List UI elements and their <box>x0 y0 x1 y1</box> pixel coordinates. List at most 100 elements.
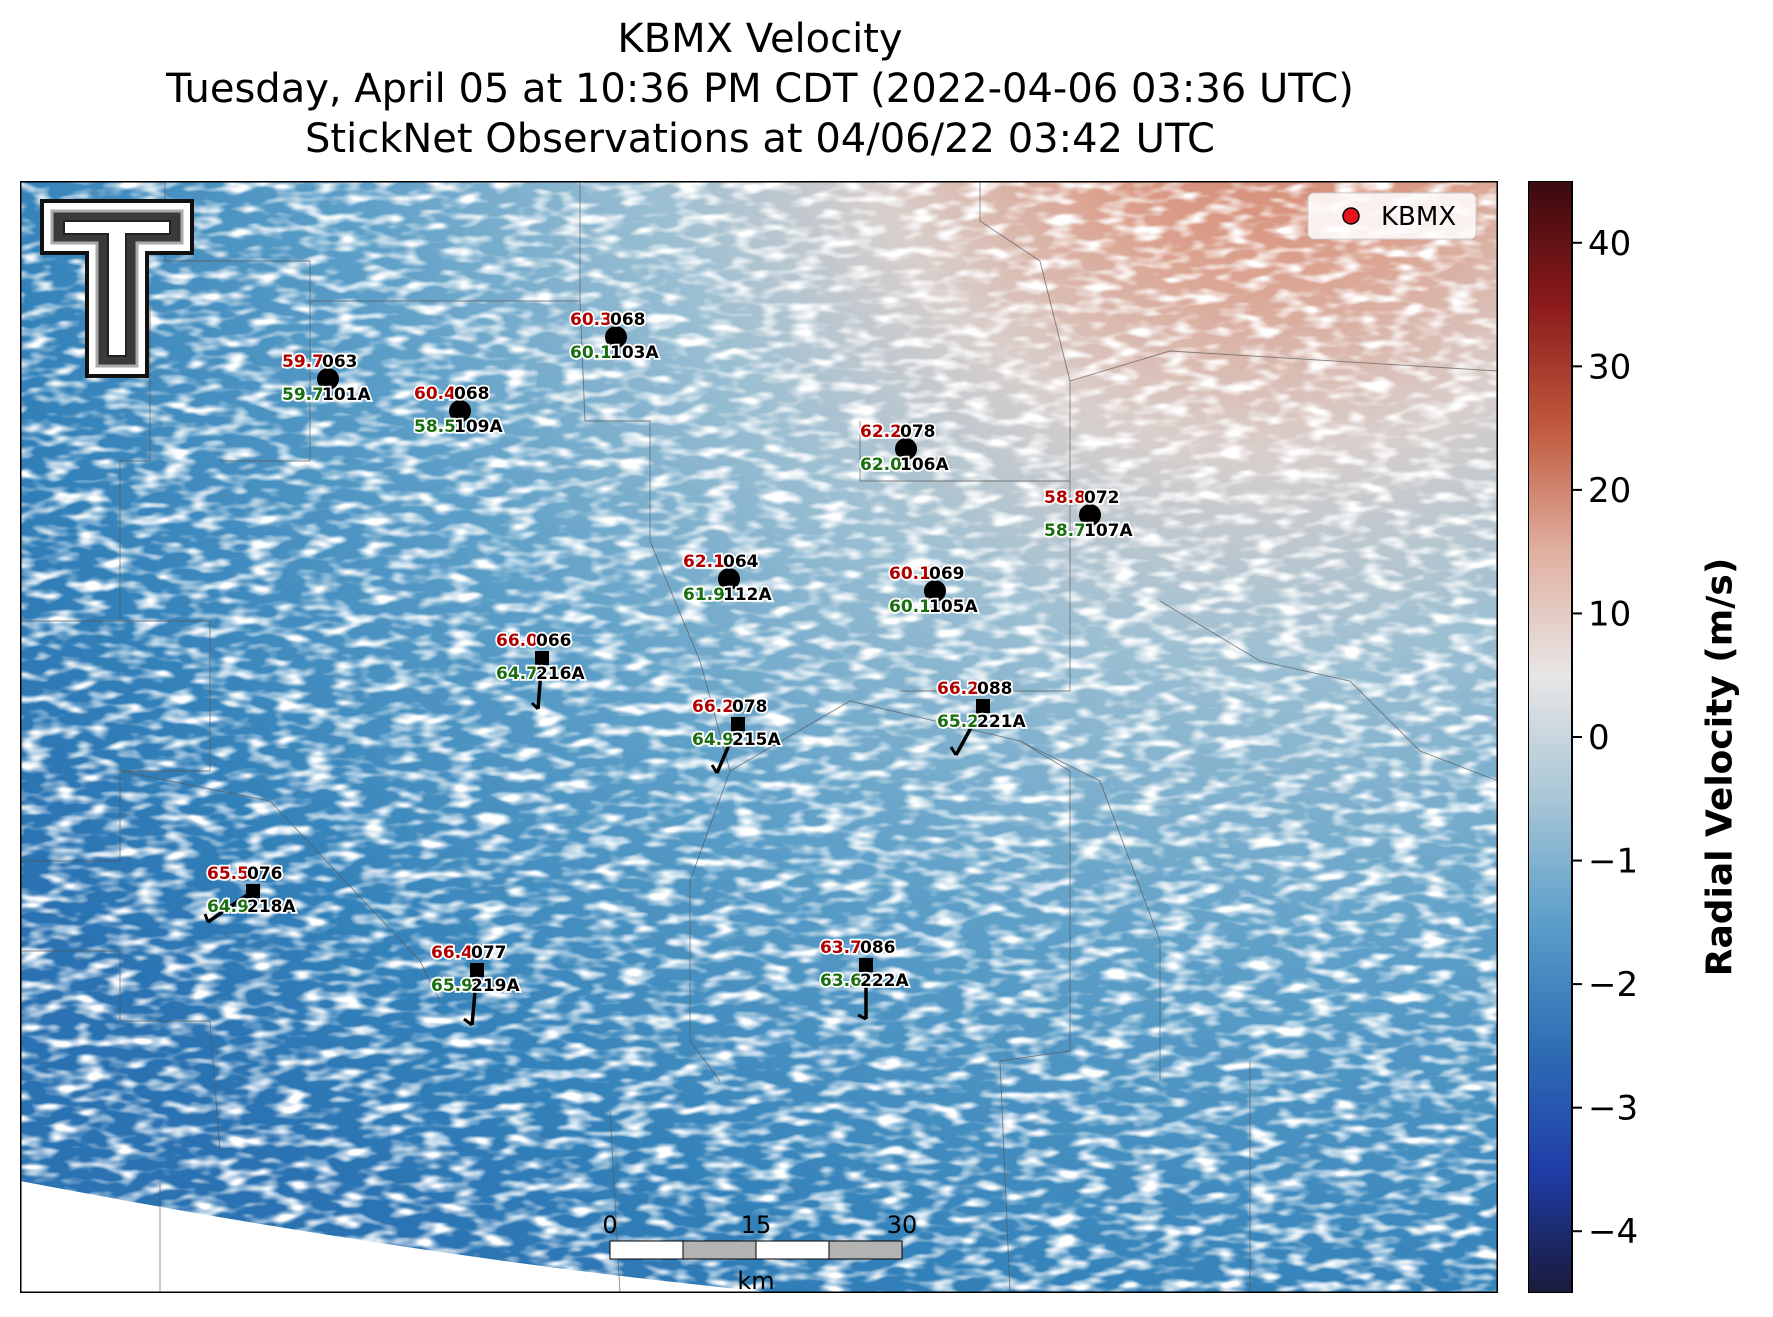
station-value: 063 <box>322 352 358 372</box>
scale-tick-30: 30 <box>887 1211 918 1239</box>
station-dewpoint: 65.2 <box>937 712 979 732</box>
county-boundaries <box>20 181 1498 1293</box>
colorbar-tick-label: −40 <box>1588 1212 1638 1252</box>
station-value: 076 <box>247 864 283 884</box>
station-marker-square <box>976 699 990 713</box>
station-value: 072 <box>1084 488 1120 508</box>
station-id: 101A <box>322 385 371 405</box>
scale-tick-0: 0 <box>602 1211 617 1239</box>
station-value: 088 <box>977 679 1013 699</box>
radar-range-edge <box>20 1181 780 1293</box>
station-marker-square <box>470 963 484 977</box>
station-marker-circle <box>895 438 917 460</box>
station-dewpoint: 64.9 <box>207 897 249 917</box>
station-temperature: 63.7 <box>820 938 862 958</box>
station-dewpoint: 60.1 <box>570 343 612 363</box>
station-marker-circle <box>605 326 627 348</box>
wind-barb <box>207 889 254 924</box>
station-value: 078 <box>900 422 936 442</box>
legend-kbmx-marker <box>1342 207 1360 225</box>
station-value: 086 <box>860 938 896 958</box>
title-observations: StickNet Observations at 04/06/22 03:42 … <box>305 116 1215 162</box>
station-marker-circle <box>1079 504 1101 526</box>
colorbar-tick-label: 0 <box>1588 718 1610 758</box>
colorbar-tick-label: 30 <box>1588 347 1631 387</box>
station-id: 106A <box>900 455 949 475</box>
station-value: 069 <box>929 564 965 584</box>
title-radar: KBMX Velocity <box>617 16 903 62</box>
station-marker-circle <box>718 568 740 590</box>
station-marker-square <box>535 651 549 665</box>
wind-barb-flag <box>203 913 210 923</box>
title-block: KBMX Velocity Tuesday, April 05 at 10:36… <box>20 14 1500 164</box>
scale-seg-4 <box>828 1240 903 1260</box>
legend-kbmx-label: KBMX <box>1381 202 1456 232</box>
wind-barb <box>470 969 479 1026</box>
station-value: 066 <box>536 631 572 651</box>
station-dewpoint: 59.7 <box>282 385 324 405</box>
station-id: 218A <box>247 897 296 917</box>
colorbar-tick-label: 10 <box>1588 594 1631 634</box>
wind-barb <box>536 657 544 710</box>
station-id: 222A <box>860 971 909 991</box>
station-value: 077 <box>471 943 507 963</box>
scale-seg-2 <box>682 1240 757 1260</box>
station-temperature: 58.8 <box>1044 488 1086 508</box>
station-value: 068 <box>454 384 490 404</box>
title-datetime: Tuesday, April 05 at 10:36 PM CDT (2022-… <box>166 66 1354 112</box>
station-temperature: 66.0 <box>496 631 538 651</box>
station-dewpoint: 60.1 <box>889 597 931 617</box>
station-temperature: 66.2 <box>937 679 979 699</box>
colorbar: 40 30 20 10 0 −10 −20 −30 −40 <box>1528 181 1638 1293</box>
station-temperature: 60.3 <box>570 310 612 330</box>
station-dewpoint: 62.0 <box>860 455 902 475</box>
map-legend: KBMX <box>1307 192 1477 240</box>
station-marker-square <box>859 958 873 972</box>
station-dewpoint: 58.5 <box>414 417 456 437</box>
station-marker-circle <box>317 368 339 390</box>
colorbar-tick-label: 20 <box>1588 471 1631 511</box>
station-marker-square <box>731 717 745 731</box>
station-dewpoint: 64.9 <box>692 730 734 750</box>
station-marker-circle <box>924 580 946 602</box>
wind-barb <box>954 705 985 756</box>
colorbar-tick-label: −20 <box>1588 965 1638 1005</box>
station-temperature: 65.5 <box>207 864 249 884</box>
station-id: 221A <box>977 712 1026 732</box>
station-dewpoint: 63.6 <box>820 971 862 991</box>
wind-barb-flag <box>710 764 719 774</box>
logo-t-core <box>63 220 171 357</box>
station-id: 105A <box>929 597 978 617</box>
texas-tech-logo <box>40 199 194 378</box>
station-id: 103A <box>610 343 659 363</box>
station-dewpoint: 65.9 <box>431 976 473 996</box>
station-temperature: 60.1 <box>889 564 931 584</box>
station-id: 216A <box>536 664 585 684</box>
station-marker-circle <box>449 400 471 422</box>
colorbar-gradient <box>1528 181 1573 1293</box>
station-id: 112A <box>723 585 772 605</box>
station-id: 109A <box>454 417 503 437</box>
station-temperature: 59.7 <box>282 352 324 372</box>
station-temperature: 66.2 <box>692 697 734 717</box>
station-dewpoint: 58.7 <box>1044 521 1086 541</box>
colorbar-title: Radial Velocity (m/s) <box>1699 557 1741 977</box>
station-id: 215A <box>732 730 781 750</box>
colorbar-tick-label: −30 <box>1588 1089 1638 1129</box>
station-value: 068 <box>610 310 646 330</box>
